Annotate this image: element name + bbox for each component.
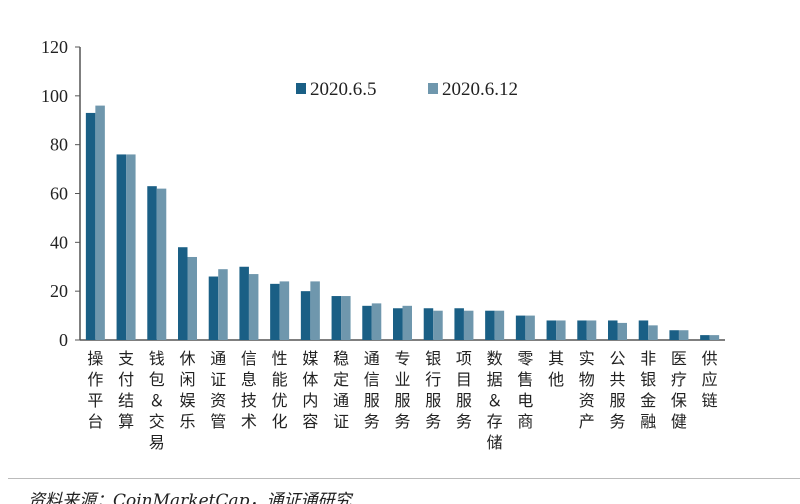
x-tick-label: 操作平台 xyxy=(87,349,103,431)
bar-2020.6.12 xyxy=(126,154,136,340)
bar-2020.6.5 xyxy=(608,320,618,340)
bar-2020.6.5 xyxy=(515,315,526,340)
bar-2020.6.12 xyxy=(678,330,689,340)
bar-2020.6.5 xyxy=(638,320,649,340)
x-tick-label: 银行服务 xyxy=(425,349,441,431)
bar-2020.6.12 xyxy=(187,256,197,340)
legend-swatch xyxy=(428,83,438,94)
x-tick-label: 实物资产 xyxy=(579,349,595,431)
bar-2020.6.5 xyxy=(270,283,280,340)
y-tick-label: 20 xyxy=(50,281,68,301)
bar-2020.6.5 xyxy=(546,320,557,340)
legend-label: 2020.6.12 xyxy=(442,79,518,100)
bar-2020.6.12 xyxy=(709,335,720,340)
bar-2020.6.5 xyxy=(147,186,157,340)
x-tick-label: 专业服务 xyxy=(394,349,410,431)
x-tick-label: 休闲娱乐 xyxy=(179,349,195,431)
y-tick-label: 100 xyxy=(41,86,68,106)
bar-2020.6.12 xyxy=(218,269,228,340)
bar-2020.6.12 xyxy=(617,322,627,340)
bar-2020.6.5 xyxy=(239,266,249,340)
x-tick-label: 非银金融 xyxy=(640,349,656,431)
bar-2020.6.12 xyxy=(95,105,105,340)
bar-2020.6.12 xyxy=(341,296,351,340)
x-tick-label: 医疗保健 xyxy=(671,349,687,431)
x-tick-label: 公共服务 xyxy=(609,349,625,431)
bar-2020.6.5 xyxy=(85,112,96,340)
x-tick-label: 通信服务 xyxy=(364,349,380,431)
bar-2020.6.12 xyxy=(586,320,597,340)
bar-2020.6.12 xyxy=(556,320,566,340)
bar-2020.6.12 xyxy=(310,281,320,340)
x-tick-label: 供应链 xyxy=(702,349,718,410)
bar-2020.6.5 xyxy=(116,154,127,340)
x-tick-label: 媒体内容 xyxy=(302,349,318,431)
source-note: 资料来源：CoinMarketCap，通证通研究 xyxy=(28,491,352,504)
bar-2020.6.5 xyxy=(485,310,495,340)
x-tick-label: 数据＆存储 xyxy=(487,349,503,452)
bar-2020.6.12 xyxy=(494,310,505,340)
bar-2020.6.12 xyxy=(525,315,535,340)
bar-2020.6.12 xyxy=(648,325,658,340)
x-tick-label: 其他 xyxy=(548,349,564,389)
bar-2020.6.12 xyxy=(371,303,382,340)
bar-2020.6.5 xyxy=(393,308,403,340)
bar-2020.6.12 xyxy=(402,305,412,340)
y-tick-label: 40 xyxy=(50,232,68,252)
bar-2020.6.12 xyxy=(463,310,474,340)
y-tick-label: 80 xyxy=(50,135,68,155)
x-tick-label: 通证资管 xyxy=(210,349,226,431)
x-tick-label: 项目服务 xyxy=(456,349,472,431)
x-tick-label: 钱包＆交易 xyxy=(149,349,165,452)
bar-2020.6.5 xyxy=(669,330,679,340)
bar-2020.6.12 xyxy=(279,281,290,340)
bar-2020.6.5 xyxy=(300,291,311,340)
bar-2020.6.12 xyxy=(433,310,443,340)
x-tick-label: 零售电商 xyxy=(517,349,533,431)
legend-label: 2020.6.5 xyxy=(310,79,377,100)
x-tick-label: 支付结算 xyxy=(118,349,134,431)
y-tick-label: 120 xyxy=(41,37,68,57)
bar-2020.6.12 xyxy=(248,274,259,340)
bar-2020.6.5 xyxy=(423,308,434,340)
y-tick-label: 60 xyxy=(50,184,68,204)
bar-2020.6.5 xyxy=(577,320,587,340)
bar-2020.6.12 xyxy=(156,188,167,340)
divider xyxy=(8,478,800,479)
bar-2020.6.5 xyxy=(454,308,464,340)
bar-2020.6.5 xyxy=(208,276,219,340)
bar-2020.6.5 xyxy=(331,296,342,340)
x-tick-label: 性能优化 xyxy=(272,349,288,431)
bar-2020.6.5 xyxy=(178,247,188,340)
x-tick-label: 稳定通证 xyxy=(333,349,349,431)
legend-swatch xyxy=(296,83,306,94)
bar-2020.6.5 xyxy=(700,335,710,340)
x-tick-label: 信息技术 xyxy=(241,349,257,431)
y-tick-label: 0 xyxy=(59,330,68,350)
bar-2020.6.5 xyxy=(362,305,372,340)
